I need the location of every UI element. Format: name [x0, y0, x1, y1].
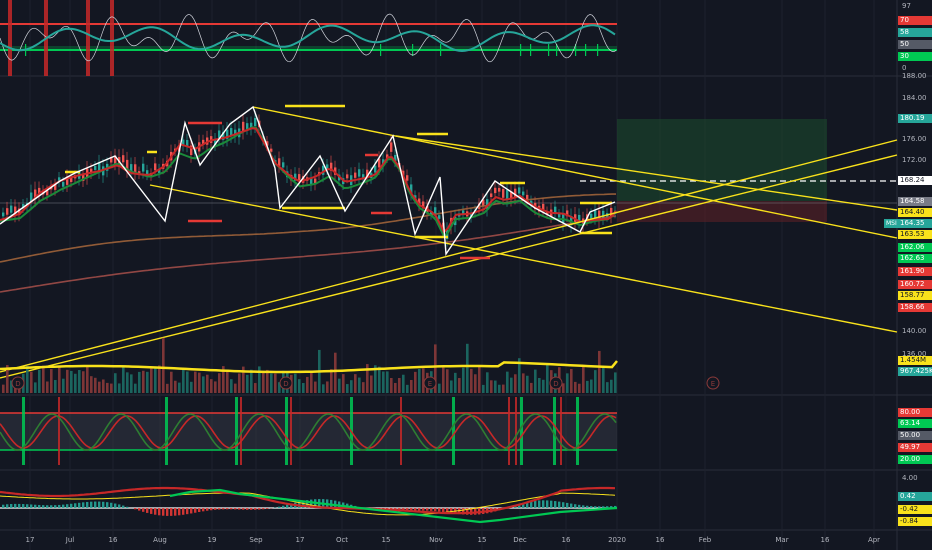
value-label: 967.425K	[898, 367, 932, 376]
value-label: -0.84	[898, 517, 932, 526]
time-axis-label: Feb	[698, 536, 712, 544]
event-marker[interactable]: D	[11, 376, 25, 390]
time-axis-label: 16	[820, 536, 830, 544]
value-label: 180.19	[898, 114, 932, 123]
value-label: 163.53	[898, 230, 932, 239]
value-label: 162.63	[898, 254, 932, 263]
value-label: 161.90	[898, 267, 932, 276]
time-axis-label: 16	[561, 536, 571, 544]
trendline-channel-top[interactable]	[252, 106, 898, 239]
time-axis-label: Nov	[429, 536, 443, 544]
value-label: 50.00	[898, 431, 932, 440]
value-label: 63.14	[898, 419, 932, 428]
time-axis-label: Mar	[775, 536, 789, 544]
event-marker-label: E	[711, 380, 715, 388]
price-tick: 140.00	[902, 327, 927, 335]
trendline-support-1[interactable]	[0, 139, 898, 373]
time-axis-label: 17	[295, 536, 305, 544]
stoch-d-line	[0, 415, 617, 449]
time-axis-label: Oct	[335, 536, 349, 544]
value-label: 164.35	[898, 219, 932, 228]
time-axis-label: 16	[108, 536, 118, 544]
price-tick: 136.00	[902, 350, 927, 358]
value-label: 164.40	[898, 208, 932, 217]
value-label: 50	[898, 40, 932, 49]
trendline-support-2[interactable]	[0, 154, 898, 379]
value-label: 160.72	[898, 280, 932, 289]
time-axis-label: 16	[655, 536, 665, 544]
time-axis-label: 15	[477, 536, 487, 544]
rsi-main-line	[0, 24, 616, 53]
value-label: 30	[898, 52, 932, 61]
macd-line-green	[169, 488, 618, 524]
event-marker-label: D	[15, 380, 20, 388]
macd-tick: 4.00	[902, 474, 918, 482]
event-marker-label: E	[428, 380, 432, 388]
event-marker[interactable]: D	[549, 376, 563, 390]
value-label: MSI	[884, 219, 898, 228]
event-marker-label: D	[283, 380, 288, 388]
time-axis-label: 19	[207, 536, 217, 544]
value-label: 164.58	[898, 197, 932, 206]
time-axis-label: Sep	[249, 536, 263, 544]
value-label: 20.00	[898, 455, 932, 464]
macd-line	[0, 486, 616, 515]
event-marker-label: D	[553, 380, 558, 388]
trendline-channel-bottom[interactable]	[149, 184, 898, 333]
value-label: 158.77	[898, 291, 932, 300]
event-marker[interactable]: E	[423, 376, 437, 390]
time-axis-label: Aug	[153, 536, 167, 544]
price-tick: 172.00	[902, 156, 927, 164]
moving-average-200	[0, 215, 617, 293]
value-label: 0.42	[898, 492, 932, 501]
macd-pane[interactable]	[0, 486, 618, 524]
vertical-gridlines	[29, 0, 875, 550]
value-label: 162.06	[898, 243, 932, 252]
stop-zone	[617, 201, 827, 222]
value-label: 70	[898, 16, 932, 25]
time-axis-label: 15	[381, 536, 391, 544]
value-label: -0.42	[898, 505, 932, 514]
time-axis-label: Apr	[867, 536, 881, 544]
value-label: 168.24	[898, 176, 932, 185]
value-label: 1.454M	[898, 356, 932, 365]
time-axis-label: Dec	[513, 536, 527, 544]
value-label: 158.66	[898, 303, 932, 312]
rsi-tick: 97	[902, 2, 911, 10]
value-label: 80.00	[898, 408, 932, 417]
price-tick: 176.00	[902, 135, 927, 143]
rsi-pane[interactable]	[0, 0, 617, 76]
rsi-fast-line	[0, 13, 617, 63]
event-marker[interactable]: E	[706, 376, 720, 390]
rsi-oversold-band	[0, 46, 617, 51]
price-tick: 188.00	[902, 72, 927, 80]
horizontal-levels	[65, 104, 612, 260]
rsi-tick: 0	[902, 64, 907, 72]
stoch-k-line	[0, 413, 617, 451]
time-axis-label: Jul	[65, 536, 75, 544]
price-tick: 184.00	[902, 94, 927, 102]
trendline-3[interactable]	[395, 135, 898, 211]
event-marker[interactable]: D	[279, 376, 293, 390]
trendlines[interactable]	[0, 106, 898, 379]
value-label: 58	[898, 28, 932, 37]
time-axis-label: 17	[25, 536, 35, 544]
value-label: 49.97	[898, 443, 932, 452]
volume-moving-average	[0, 360, 618, 374]
zigzag-pattern	[0, 105, 616, 257]
stochastic-pane[interactable]	[0, 397, 617, 465]
moving-average-fast-red	[0, 127, 617, 234]
macd-signal-line	[0, 492, 616, 516]
target-zone	[617, 119, 827, 201]
time-axis-label: 2020	[608, 536, 626, 544]
